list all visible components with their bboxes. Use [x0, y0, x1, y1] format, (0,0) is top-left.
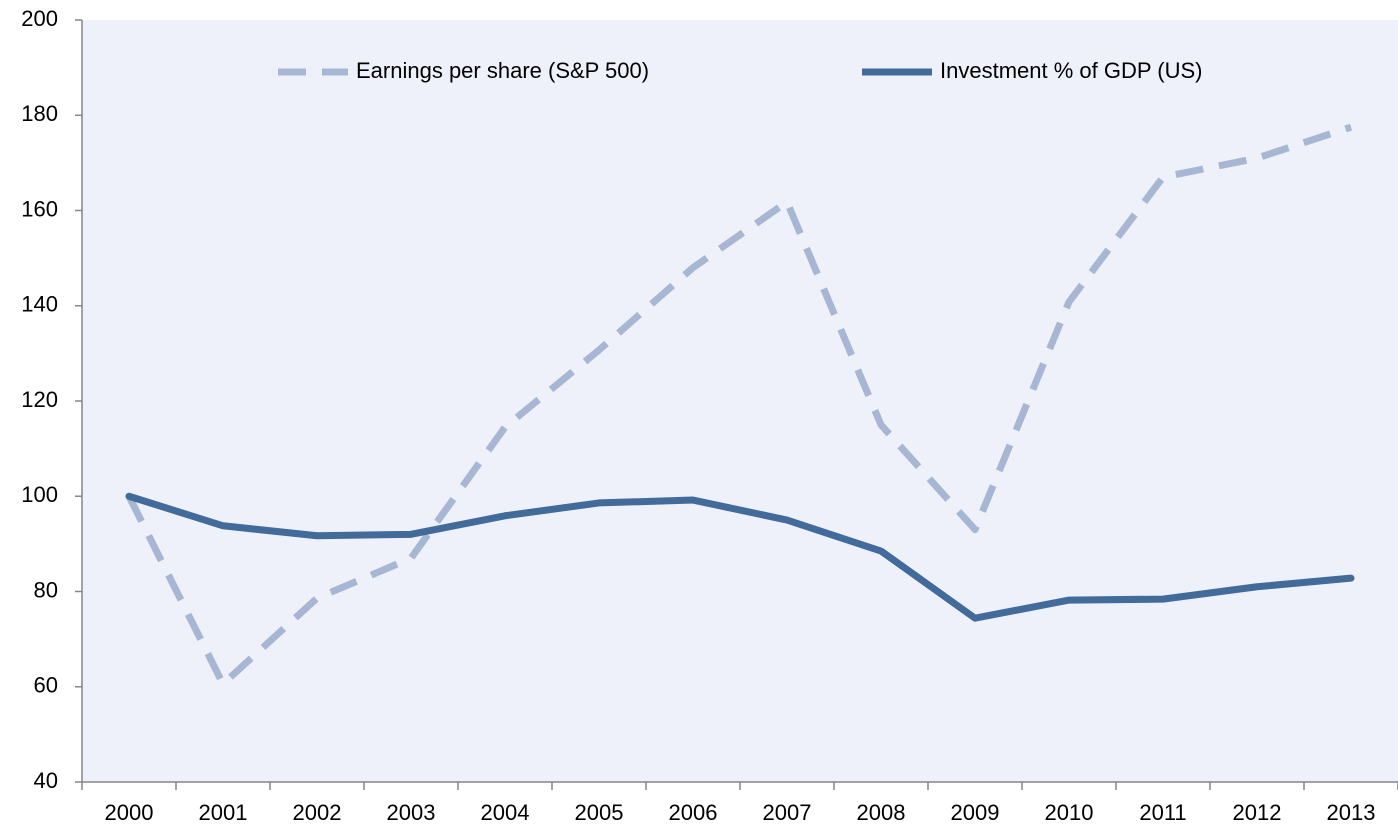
x-tick-label: 2002: [293, 800, 342, 825]
x-tick-label: 2011: [1139, 800, 1186, 825]
x-tick-label: 2010: [1045, 800, 1094, 825]
y-tick-label: 120: [21, 387, 58, 412]
x-tick-label: 2004: [481, 800, 530, 825]
plot-area: [82, 20, 1398, 782]
legend-label: Earnings per share (S&P 500): [356, 58, 649, 83]
y-tick-label: 200: [21, 6, 58, 31]
y-tick-label: 80: [34, 577, 58, 602]
x-tick-label: 2000: [105, 800, 154, 825]
y-tick-label: 160: [21, 196, 58, 221]
y-tick-label: 60: [34, 673, 58, 698]
x-tick-label: 2013: [1327, 800, 1376, 825]
legend-label: Investment % of GDP (US): [940, 58, 1202, 83]
x-tick-label: 2012: [1233, 800, 1282, 825]
x-tick-label: 2006: [669, 800, 718, 825]
x-tick-label: 2009: [951, 800, 1000, 825]
x-tick-label: 2005: [575, 800, 624, 825]
line-series: [125, 492, 1355, 622]
line-series: [125, 123, 1353, 688]
x-tick-label: 2008: [857, 800, 906, 825]
y-tick-label: 40: [34, 768, 58, 793]
x-tick-label: 2001: [199, 800, 248, 825]
y-tick-label: 180: [21, 101, 58, 126]
x-tick-label: 2007: [763, 800, 812, 825]
x-tick-label: 2003: [387, 800, 436, 825]
y-tick-label: 140: [21, 292, 58, 317]
y-tick-label: 100: [21, 482, 58, 507]
